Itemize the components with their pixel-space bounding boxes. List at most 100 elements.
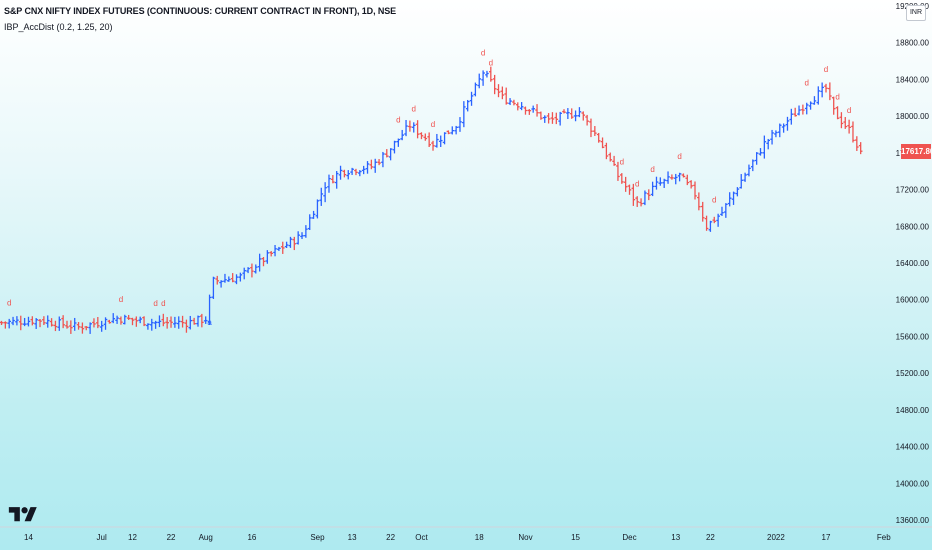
ohlc-bar [30,316,35,326]
ohlc-bar [785,116,790,131]
ohlc-bar [3,321,8,329]
ohlc-bar [824,83,828,93]
signal-marker: d [431,120,435,129]
x-tick-label: 12 [128,533,137,542]
y-tick-label: 15600.00 [896,332,930,341]
ohlc-bar [119,316,123,325]
ohlc-bar [165,317,169,329]
ohlc-bar [84,326,89,331]
signal-marker: d [489,59,493,68]
ohlc-bar [620,173,624,184]
ohlc-bar [223,273,227,283]
ohlc-bar [292,236,297,251]
ohlc-bar [523,106,528,115]
ohlc-bar [331,175,335,184]
ohlc-bar [96,317,100,329]
ohlc-bar [7,318,12,329]
ohlc-bar [477,73,482,89]
ohlc-bar [539,111,543,120]
ohlc-bar [531,105,535,113]
ohlc-bar [616,161,620,181]
ohlc-bar [346,170,351,180]
ohlc-bar [793,107,797,117]
ohlc-bar [261,256,266,267]
ohlc-bar [666,171,670,184]
signal-marker: d [805,79,809,88]
ohlc-bar [804,102,809,115]
x-tick-label: Oct [415,533,428,542]
x-tick-label: 16 [247,533,256,542]
ohlc-bar [153,320,158,329]
ohlc-bar [342,169,347,178]
ohlc-bar [180,315,185,328]
ohlc-bar [107,319,112,324]
ohlc-bar [196,315,200,327]
ohlc-bar [515,102,520,111]
ohlc-bar [219,280,223,288]
ohlc-bar [65,320,69,329]
x-tick-label: 18 [475,533,484,542]
ohlc-bar [581,111,586,121]
x-tick-label: 15 [571,533,580,542]
ohlc-bar [423,133,428,141]
signal-marker: d [650,165,654,174]
ohlc-bar [604,142,609,160]
tradingview-logo-icon[interactable] [8,504,38,526]
ohlc-bar [519,102,524,111]
indicator-label[interactable]: IBP_AccDist (0.2, 1.25, 20) [4,22,113,32]
ohlc-bar [369,159,374,170]
ohlc-bar [550,112,555,124]
ohlc-bar [454,125,458,135]
ohlc-bar [500,86,505,100]
ohlc-bar [438,135,443,148]
ohlc-bar [327,174,331,193]
ohlc-bar [146,323,150,330]
ohlc-bar [319,187,324,206]
ohlc-bar [716,213,720,227]
ohlc-bar [855,136,859,151]
ohlc-bar [200,313,204,328]
ohlc-bar [489,66,493,82]
ohlc-bar [812,96,817,105]
signal-marker: d [119,295,123,304]
ohlc-bar [18,315,23,331]
ohlc-bar [770,129,774,145]
ohlc-bar [111,313,116,324]
ohlc-bar [797,105,801,116]
ohlc-bar [142,316,146,327]
ohlc-bar [400,129,404,141]
currency-badge[interactable]: INR [906,5,926,21]
ohlc-bar [508,98,512,106]
x-tick-label: Sep [310,533,325,542]
ohlc-bar [720,206,724,216]
ohlc-bar [685,174,690,186]
ohlc-bar [269,251,273,257]
y-tick-label: 13600.00 [896,516,930,525]
ohlc-bar [623,176,628,192]
ohlc-bar [130,317,135,326]
ohlc-bar [677,172,682,182]
ohlc-bar [435,133,439,148]
ohlc-bar [654,176,659,190]
ohlc-bar [596,132,601,143]
ohlc-bar [777,123,782,138]
ohlc-bar [192,317,196,325]
ohlc-bar [712,216,717,224]
ohlc-bar [670,174,674,180]
ohlc-bar [485,70,489,78]
ohlc-bar [234,274,239,285]
ohlc-bar [646,189,651,201]
ohlc-bar [681,173,686,178]
y-tick-label: 16000.00 [896,296,930,305]
ohlc-bar [828,82,832,101]
ohlc-bar [427,132,431,148]
ohlc-bar [253,264,258,274]
ohlc-bar [789,108,794,125]
signal-marker: d [847,106,851,115]
ohlc-bar [42,316,46,326]
ohlc-bar [758,148,763,156]
ohlc-bar [408,120,412,132]
ohlc-bar [38,318,42,328]
ohlc-bar [446,130,451,135]
